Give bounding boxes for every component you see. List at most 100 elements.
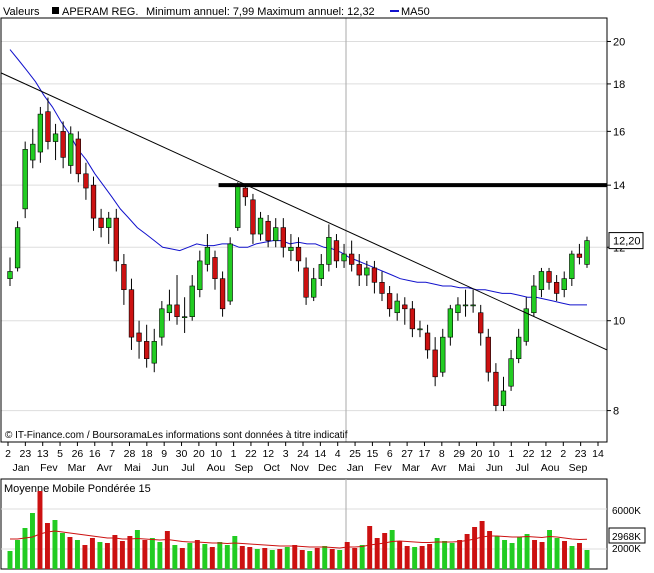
x-tick-label: 22 [523, 448, 535, 460]
candle-up [106, 217, 112, 228]
y-tick-label: 10 [613, 316, 625, 328]
month-label: Jul [181, 462, 194, 474]
month-label: Sep [234, 462, 253, 474]
candle-up [159, 308, 165, 338]
candle-down [280, 227, 286, 248]
volume-bar [472, 527, 478, 569]
candle-up [189, 285, 195, 317]
candle-up [569, 253, 575, 279]
volume-bar [44, 523, 50, 569]
candle-down [83, 173, 89, 189]
month-label: Oct [263, 462, 279, 474]
volume-axis-label-high: 6000K [612, 506, 641, 517]
candle-down [98, 217, 104, 228]
candle-down [553, 282, 560, 294]
x-tick-label: 20 [193, 448, 205, 460]
candle-up [447, 308, 453, 338]
candle-up [22, 149, 28, 210]
volume-bar [179, 548, 185, 569]
x-tick-label: 8 [439, 448, 445, 460]
volume-bar [37, 491, 43, 569]
candle-up [341, 253, 347, 262]
candle-up [455, 304, 461, 314]
candle-down [90, 184, 97, 219]
volume-bar [434, 538, 440, 569]
x-tick-label: 12 [262, 448, 274, 460]
candle-up [462, 304, 469, 307]
volume-bar [352, 548, 358, 569]
candle-down [348, 253, 355, 265]
volume-bar [232, 536, 238, 569]
candle-up [30, 143, 36, 161]
month-label: Nov [290, 462, 309, 474]
candle-down [219, 278, 226, 310]
candle-down [424, 332, 431, 351]
x-tick-label: 10 [488, 448, 500, 460]
candle-up [508, 358, 514, 387]
volume-bar [479, 521, 485, 569]
candle-down [121, 264, 127, 290]
candle-up [166, 304, 173, 314]
volume-bar [509, 543, 515, 569]
candle-down [265, 220, 271, 241]
month-label: Fev [40, 462, 58, 474]
volume-bar [202, 544, 208, 569]
volume-bar [322, 546, 328, 569]
volume-bar [344, 542, 350, 569]
ma50-label: MA50 [401, 6, 430, 18]
x-tick-label: 3 [283, 448, 289, 460]
y-tick-label: 16 [613, 126, 625, 138]
candle-down [379, 282, 385, 294]
candle-down [295, 246, 302, 262]
candle-legend-icon [52, 7, 59, 14]
x-tick-label: 6 [387, 448, 393, 460]
candle-down [212, 257, 218, 279]
x-tick-label: 30 [176, 448, 188, 460]
x-tick-label: 23 [575, 448, 587, 460]
volume-bar [22, 528, 28, 569]
x-tick-label: 16 [89, 448, 101, 460]
candle-up [394, 300, 400, 314]
source-note: © IT-Finance.com / BoursoramaLes informa… [5, 430, 348, 441]
x-tick-label: 7 [109, 448, 115, 460]
y-tick-label: 18 [613, 79, 625, 91]
candle-down [576, 253, 583, 258]
x-tick-label: 14 [592, 448, 604, 460]
x-tick-label: 1 [508, 448, 514, 460]
volume-bar [464, 534, 470, 569]
x-tick-label: 23 [20, 448, 32, 460]
volume-bar [419, 546, 425, 569]
volume-bar [52, 520, 58, 569]
x-tick-label: 29 [453, 448, 465, 460]
candle-down [60, 131, 66, 158]
volume-bar [337, 550, 343, 569]
volume-bar [104, 543, 110, 569]
candle-up [14, 227, 21, 269]
volume-bar [142, 540, 148, 569]
month-label: Aou [207, 462, 226, 474]
x-tick-label: 4 [335, 448, 341, 460]
x-tick-label: 22 [245, 448, 257, 460]
volume-average-line [10, 530, 588, 549]
x-tick-label: 25 [349, 448, 361, 460]
volume-bar [15, 540, 20, 569]
x-tick-label: 13 [37, 448, 49, 460]
x-tick-label: 14 [315, 448, 327, 460]
volume-bar [427, 544, 433, 569]
candle-down [478, 312, 484, 334]
candle-down [113, 217, 119, 262]
candle-down [136, 332, 142, 342]
candle-down [386, 293, 393, 310]
x-tick-label: 27 [401, 448, 413, 460]
candle-down [371, 267, 378, 283]
volume-bar [397, 541, 403, 569]
candle-down [485, 336, 491, 373]
volume-bar [494, 536, 500, 569]
volume-value: 2968K [612, 532, 641, 543]
candle-up [204, 246, 211, 265]
price-grid [1, 18, 607, 442]
x-tick-label: 9 [161, 448, 167, 460]
price-axis: 8101214161820 [607, 36, 625, 418]
x-tick-label: 10 [210, 448, 222, 460]
